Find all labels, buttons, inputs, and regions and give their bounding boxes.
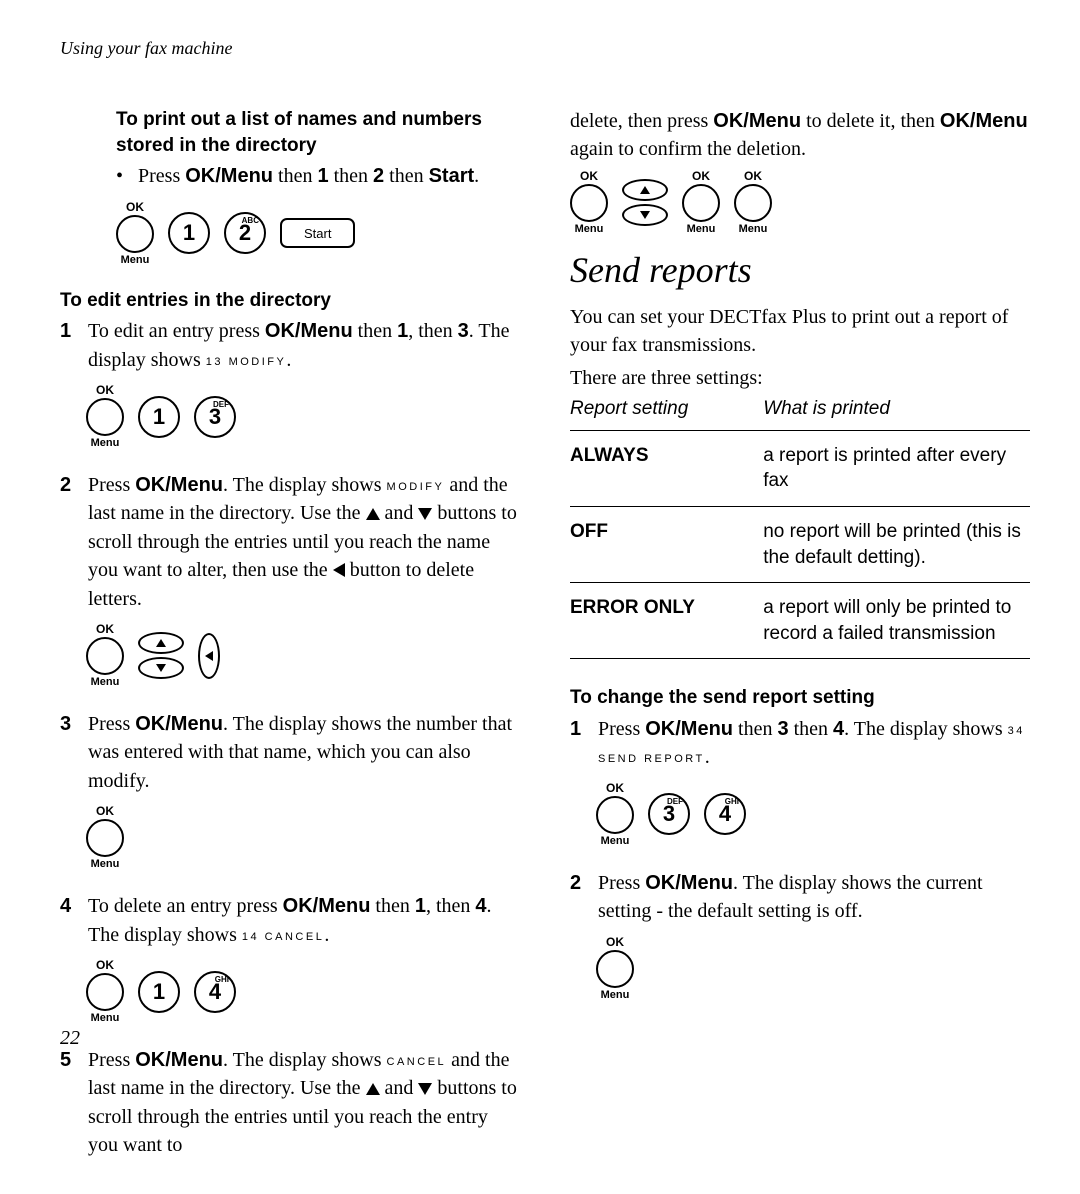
setting-val: a report is printed after every fax — [763, 430, 1030, 506]
ok-menu-icon: OKMenu — [86, 959, 124, 1024]
left-column: To print out a list of names and numbers… — [60, 107, 520, 1164]
left-oval-icon — [198, 633, 220, 679]
setting-val: no report will be printed (this is the d… — [763, 506, 1030, 582]
ok-menu-icon: OKMenu — [570, 170, 608, 235]
key-4-icon: 4GHI — [704, 793, 746, 835]
key-1-icon: 1 — [168, 212, 210, 254]
up-arrow-icon — [366, 508, 380, 520]
page-number: 22 — [60, 1027, 80, 1050]
up-arrow-icon — [366, 1083, 380, 1095]
start-button-icon: Start — [280, 218, 355, 248]
setting-val: a report will only be printed to record … — [763, 583, 1030, 659]
settings-table: Report setting What is printed ALWAYSa r… — [570, 396, 1030, 659]
down-arrow-icon — [418, 508, 432, 520]
running-head: Using your fax machine — [60, 38, 1030, 59]
step-4: 4 To delete an entry press OK/Menu then … — [60, 892, 520, 953]
step-2: 2 Press OK/Menu. The display shows the c… — [570, 869, 1030, 930]
continuation-text: delete, then press OK/Menu to delete it,… — [570, 107, 1030, 164]
ok-menu-icon: OKMenu — [86, 384, 124, 449]
ok-menu-icon: OKMenu — [682, 170, 720, 235]
key-3-icon: 3DEF — [648, 793, 690, 835]
step-1: 1 Press OK/Menu then 3 then 4. The displ… — [570, 715, 1030, 776]
ok-menu-icon: OKMenu — [734, 170, 772, 235]
heading-send-reports: Send reports — [570, 249, 1030, 291]
key-3-icon: 3DEF — [194, 396, 236, 438]
key-1-icon: 1 — [138, 971, 180, 1013]
table-header: Report setting — [570, 396, 763, 430]
step-1: 1 To edit an entry press OK/Menu then 1,… — [60, 317, 520, 378]
intro-text: You can set your DECTfax Plus to print o… — [570, 303, 1030, 392]
ok-menu-icon: OK Menu — [116, 201, 154, 266]
setting-key: ALWAYS — [570, 430, 763, 506]
ok-menu-icon: OKMenu — [86, 623, 124, 688]
key-2-icon: 2ABC — [224, 212, 266, 254]
setting-key: OFF — [570, 506, 763, 582]
ok-menu-icon: OKMenu — [596, 936, 634, 1001]
right-column: delete, then press OK/Menu to delete it,… — [570, 107, 1030, 1164]
section-title: To print out a list of names and numbers… — [116, 107, 520, 158]
step-3: 3 Press OK/Menu. The display shows the n… — [60, 710, 520, 799]
ok-menu-icon: OKMenu — [86, 805, 124, 870]
step-5: 5 Press OK/Menu. The display shows CANCE… — [60, 1046, 520, 1164]
bullet-item: • Press OK/Menu then 1 then 2 then Start… — [116, 162, 520, 194]
setting-key: ERROR ONLY — [570, 583, 763, 659]
left-arrow-icon — [333, 563, 345, 577]
step-2: 2 Press OK/Menu. The display shows MODIF… — [60, 471, 520, 617]
up-down-icon — [138, 632, 184, 679]
ok-menu-icon: OKMenu — [596, 782, 634, 847]
down-arrow-icon — [418, 1083, 432, 1095]
key-1-icon: 1 — [138, 396, 180, 438]
up-down-icon — [622, 179, 668, 226]
section-title: To change the send report setting — [570, 685, 1030, 711]
section-title: To edit entries in the directory — [60, 288, 520, 314]
table-header: What is printed — [763, 396, 1030, 430]
key-4-icon: 4GHI — [194, 971, 236, 1013]
